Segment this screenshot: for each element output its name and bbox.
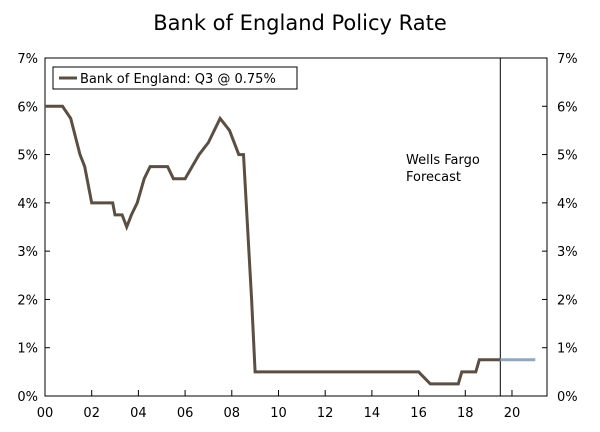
series-line-bank-of-england <box>45 104 501 386</box>
annotation-forecast-line-2: Forecast <box>406 170 461 185</box>
x-tick-label: 16 <box>410 406 427 421</box>
right-axis-ticks: 0% 1% 2% 3% 4% 5% 6% 7% <box>542 52 578 405</box>
y-tick-label-left: 4% <box>17 197 38 212</box>
y-tick-label-left: 6% <box>17 100 38 115</box>
y-tick-label-right: 0% <box>557 390 578 405</box>
x-tick-label: 14 <box>364 406 381 421</box>
y-tick-label-left: 7% <box>17 52 38 67</box>
plot-frame <box>44 57 548 397</box>
y-tick-label-right: 5% <box>557 149 578 164</box>
legend: Bank of England: Q3 @ 0.75% <box>52 66 298 90</box>
legend-label: Bank of England: Q3 @ 0.75% <box>80 72 276 87</box>
y-tick-label-right: 6% <box>557 100 578 115</box>
y-tick-label-right: 2% <box>557 293 578 308</box>
y-tick-label-right: 7% <box>557 52 578 67</box>
x-tick-label: 18 <box>457 406 474 421</box>
y-tick-label-right: 4% <box>557 197 578 212</box>
y-tick-label-right: 3% <box>557 245 578 260</box>
y-tick-label-left: 5% <box>17 149 38 164</box>
y-tick-label-right: 1% <box>557 342 578 357</box>
x-tick-label: 00 <box>37 406 54 421</box>
x-axis-ticks: 00 02 04 06 08 10 12 14 16 18 20 <box>37 390 521 421</box>
chart-title: Bank of England Policy Rate <box>153 11 447 35</box>
x-tick-label: 08 <box>224 406 241 421</box>
legend-box <box>52 66 298 90</box>
x-tick-label: 06 <box>177 406 194 421</box>
left-axis-ticks: 0% 1% 2% 3% 4% 5% 6% 7% <box>17 52 50 405</box>
x-tick-label: 20 <box>504 406 521 421</box>
annotation-forecast-line-1: Wells Fargo <box>406 153 480 168</box>
y-tick-label-left: 3% <box>17 245 38 260</box>
x-tick-label: 02 <box>83 406 100 421</box>
y-tick-label-left: 0% <box>17 390 38 405</box>
x-tick-label: 10 <box>270 406 287 421</box>
y-tick-label-left: 2% <box>17 293 38 308</box>
y-tick-label-left: 1% <box>17 342 38 357</box>
x-tick-label: 12 <box>317 406 334 421</box>
x-tick-label: 04 <box>130 406 147 421</box>
